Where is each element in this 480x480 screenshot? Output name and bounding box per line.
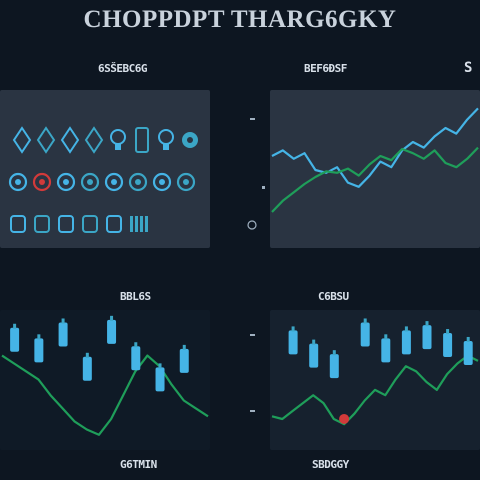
top-right-chart-series-2-line — [271, 146, 479, 213]
panel-header-bottom-left-bottom: G6TMIN — [120, 458, 157, 471]
bottom-right-chart-marker-cap — [404, 326, 408, 332]
ring-icon-dot — [15, 179, 21, 185]
plug-icon — [106, 215, 122, 233]
ring-icon-dot — [159, 179, 165, 185]
side-dash-icon — [250, 334, 255, 336]
bars-icon-bar — [135, 216, 138, 232]
chip-icon — [82, 215, 98, 233]
bottom-left-chart-marker-cap — [158, 363, 162, 369]
bottom-left-chart-marker-cap — [13, 323, 17, 329]
diamond-icon — [84, 126, 104, 154]
bottom-left-chart-series-1-line — [1, 354, 209, 436]
ring-icon — [176, 172, 196, 192]
panel-header-bottom-left-top: BBL6S — [120, 290, 151, 303]
bottom-left-chart-marker — [179, 348, 189, 373]
side-ring-icon — [247, 220, 257, 230]
ring-icon — [8, 172, 28, 192]
bottom-left-chart-marker-cap — [85, 352, 89, 358]
bottom-right-chart-red-marker — [339, 413, 350, 424]
bottom-left-chart-marker — [82, 356, 92, 381]
bottom-right-chart-marker-cap — [363, 318, 367, 324]
chip-icon — [34, 215, 50, 233]
bars-icon-bar — [130, 216, 133, 232]
bars-icon-bar — [145, 216, 148, 232]
panel-header-top-right: S — [464, 60, 472, 76]
bottom-left-chart-marker — [131, 346, 141, 371]
panel-header-bottom-right-bottom: SBDGGY — [312, 458, 349, 471]
ring-icon — [128, 172, 148, 192]
bottom-right-chart-series-1-line — [271, 354, 479, 426]
bottom-left-chart-marker — [10, 327, 20, 352]
diamond-icon — [60, 126, 80, 154]
bottom-left-chart-marker — [107, 319, 117, 344]
bottom-left-chart-marker-cap — [182, 344, 186, 350]
bottom-left-chart-marker — [34, 338, 44, 363]
bottom-right-chart-marker — [360, 322, 370, 347]
bottom-right-chart-marker-cap — [425, 321, 429, 327]
diamond-icon — [36, 126, 56, 154]
bottom-right-chart-marker — [401, 330, 411, 355]
ring-icon-dot — [135, 179, 141, 185]
bottom-right-chart-marker-cap — [466, 336, 470, 342]
diamond-icon — [12, 126, 32, 154]
bottom-left-chart-marker-cap — [134, 342, 138, 348]
bulb-icon-base — [115, 144, 121, 150]
bottom-right-chart-marker — [309, 343, 319, 368]
bars-icon-bar — [140, 216, 143, 232]
ring-icon — [56, 172, 76, 192]
chip-icon — [58, 215, 74, 233]
side-dash-icon — [250, 118, 255, 120]
panel-header-bottom-right-top: C6BSU — [318, 290, 349, 303]
bottom-right-chart-marker — [422, 325, 432, 350]
bottom-right-chart-marker-cap — [312, 339, 316, 345]
bottom-right-chart-marker — [329, 354, 339, 379]
bottom-left-chart-marker — [155, 367, 165, 392]
bottom-right-chart-marker-cap — [291, 326, 295, 332]
bottom-left-chart-marker — [58, 322, 68, 347]
bottom-right-chart-marker — [381, 338, 391, 363]
side-dash-icon — [250, 410, 255, 412]
bottom-left-chart-marker-cap — [37, 334, 41, 340]
ring-icon-dot — [63, 179, 69, 185]
bulb-icon-base — [163, 144, 169, 150]
bottom-right-chart-marker-cap — [332, 350, 336, 356]
bottom-right-chart-marker — [443, 333, 453, 358]
page-title: CHOPPDPT THARG6GKY — [83, 6, 397, 33]
ring-icon — [104, 172, 124, 192]
bottom-right-chart-marker — [288, 330, 298, 355]
bottom-right-chart-marker-cap — [384, 334, 388, 340]
bottom-right-chart-marker — [463, 340, 473, 365]
panel-header-top-mid: BEF6ĐSF — [304, 62, 347, 75]
bottom-right-chart-marker-cap — [446, 329, 450, 335]
robot-icon — [135, 127, 149, 153]
bulb-icon — [158, 129, 174, 145]
ring-icon-dot — [39, 179, 45, 185]
ring-icon-dot — [87, 179, 93, 185]
panel-header-top-left: 6SŠEBC6G — [98, 62, 147, 75]
side-dot-icon — [262, 186, 265, 189]
ring-icon-dot — [111, 179, 117, 185]
bulb-icon — [110, 129, 126, 145]
fork-icon — [10, 215, 26, 233]
bottom-left-chart-marker-cap — [61, 318, 65, 324]
top-right-chart-series-1-line — [271, 107, 479, 188]
ring-icon — [152, 172, 172, 192]
ring-icon-dot — [183, 179, 189, 185]
gear-icon-hole — [187, 137, 193, 143]
ring-icon — [32, 172, 52, 192]
bottom-left-chart-marker-cap — [110, 315, 114, 321]
ring-icon — [80, 172, 100, 192]
